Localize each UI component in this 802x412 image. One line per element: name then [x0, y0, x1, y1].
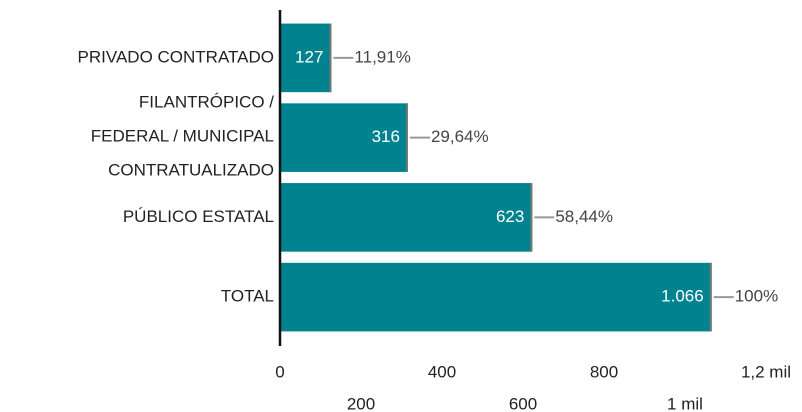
bar: [280, 23, 332, 93]
y-tick-label: PÚBLICO ESTATAL: [123, 207, 274, 226]
bar: [280, 103, 408, 172]
x-tick-label: 200: [347, 394, 375, 412]
x-tick-label: 600: [509, 394, 537, 412]
x-tick-label: 800: [590, 362, 618, 381]
x-tick-label: 1 mil: [667, 394, 703, 412]
bar: [280, 183, 533, 252]
value-label: 623: [496, 207, 524, 226]
y-tick-label: FILANTRÓPICO / FEDERAL / MUNICIPAL CONTRAT…: [91, 93, 275, 180]
percentage-label: 100%: [735, 287, 778, 306]
percentage-label: 29,64%: [431, 127, 489, 146]
x-tick-label: 1,2 mil: [741, 362, 791, 381]
value-label: 127: [295, 47, 323, 66]
percentage-label: 58,44%: [555, 207, 613, 226]
bar: [280, 262, 712, 332]
x-tick-label: 400: [428, 362, 456, 381]
y-tick-label: PRIVADO CONTRATADO: [78, 47, 274, 66]
value-label: 1.066: [661, 287, 704, 306]
y-tick-label: TOTAL: [221, 287, 274, 306]
x-tick-label: 0: [275, 362, 284, 381]
percentage-label: 11,91%: [354, 47, 410, 66]
value-label: 316: [372, 127, 400, 146]
